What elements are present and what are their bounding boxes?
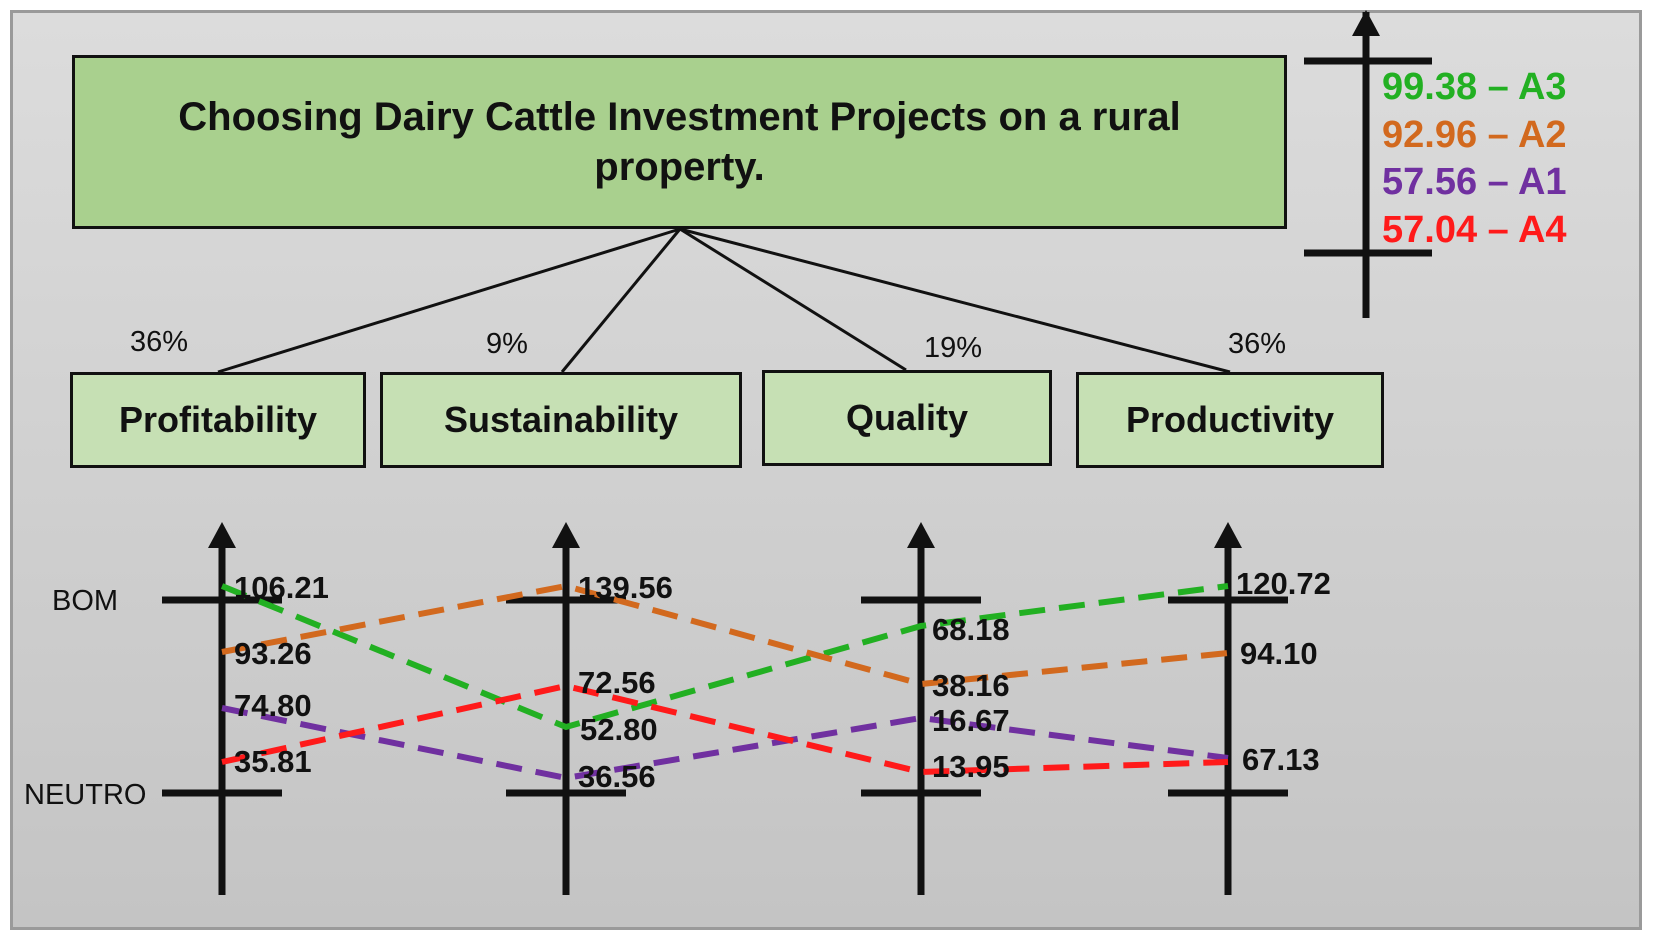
legend-separator: – [1487,209,1509,251]
value-label-a3: 106.21 [234,570,329,605]
criterion-axes [162,522,1288,895]
value-label-a3: 68.18 [932,612,1010,647]
axis-arrowhead-icon [1214,522,1242,548]
legend-separator: – [1487,114,1509,156]
connector-sustainability [560,228,682,373]
connector-quality [679,227,907,372]
legend-entry: 57.04 – A4 [1382,209,1567,252]
value-label-a2: 93.26 [234,636,312,671]
global-scale-axis [1304,10,1432,318]
legend-value: 57.04 [1382,209,1478,251]
value-label-a3: 52.80 [580,712,658,747]
goal-box: Choosing Dairy Cattle Investment Project… [72,55,1287,229]
axis-arrowhead-icon [907,522,935,548]
alternative-line-a3 [220,583,1229,731]
legend-value: 92.96 [1382,114,1478,156]
legend-separator: – [1487,66,1509,108]
value-label-a1: 16.67 [932,703,1010,738]
criterion-weight: 36% [1228,328,1287,360]
value-label-a3: 120.72 [1236,566,1331,601]
value-label-a4: 72.56 [578,665,656,700]
legend-value: 99.38 [1382,66,1478,108]
connector-productivity [679,227,1231,374]
legend-entry: 92.96 – A2 [1382,114,1567,157]
criterion-box-quality: Quality [762,370,1052,466]
connector-profitability [217,227,681,374]
value-label-a4: 35.81 [234,744,312,779]
criterion-box-profitability: Profitability [70,372,366,468]
legend-name: A3 [1517,66,1567,108]
legend-name: A4 [1517,209,1567,251]
alternative-line-a2 [221,582,1229,688]
criterion-label: Profitability [118,399,318,440]
value-label-a2: 139.56 [578,570,673,605]
value-labels: 106.21 52.80 68.18 120.72 93.26 139.56 38.16 94… [234,566,1331,794]
criterion-weight: 9% [486,328,528,360]
value-label-a1: 74.80 [234,688,312,723]
legend-value: 57.56 [1382,161,1478,203]
value-label-a4: 13.95 [932,749,1010,784]
legend-name: A2 [1517,114,1567,156]
legend-entry: 57.56 – A1 [1382,161,1567,204]
tree-connectors [217,227,1231,374]
value-label-a2: 94.10 [1240,636,1318,671]
criterion-weight: 19% [924,332,983,364]
goal-title: Choosing Dairy Cattle Investment Project… [178,95,1181,189]
alternative-line-a4 [221,682,1229,776]
criterion-label: Sustainability [443,399,679,440]
criterion-weight: 36% [130,326,189,358]
criterion-label: Productivity [1125,399,1335,440]
reference-level-bottom: NEUTRO [24,779,147,811]
value-label-a2: 38.16 [932,668,1010,703]
value-label-a1: 67.13 [1242,742,1320,777]
legend-entry: 99.38 – A3 [1382,66,1567,109]
alternative-lines [220,582,1229,782]
criterion-box-sustainability: Sustainability [380,372,742,468]
alternative-line-a1 [221,705,1229,782]
legend-name: A1 [1517,161,1567,203]
axis-arrowhead-icon [208,522,236,548]
criterion-box-productivity: Productivity [1076,372,1384,468]
reference-level-top: BOM [52,585,119,617]
legend-separator: – [1487,161,1509,203]
criterion-label: Quality [845,397,969,438]
axis-arrowhead-icon [552,522,580,548]
value-label-a1: 36.56 [578,759,656,794]
